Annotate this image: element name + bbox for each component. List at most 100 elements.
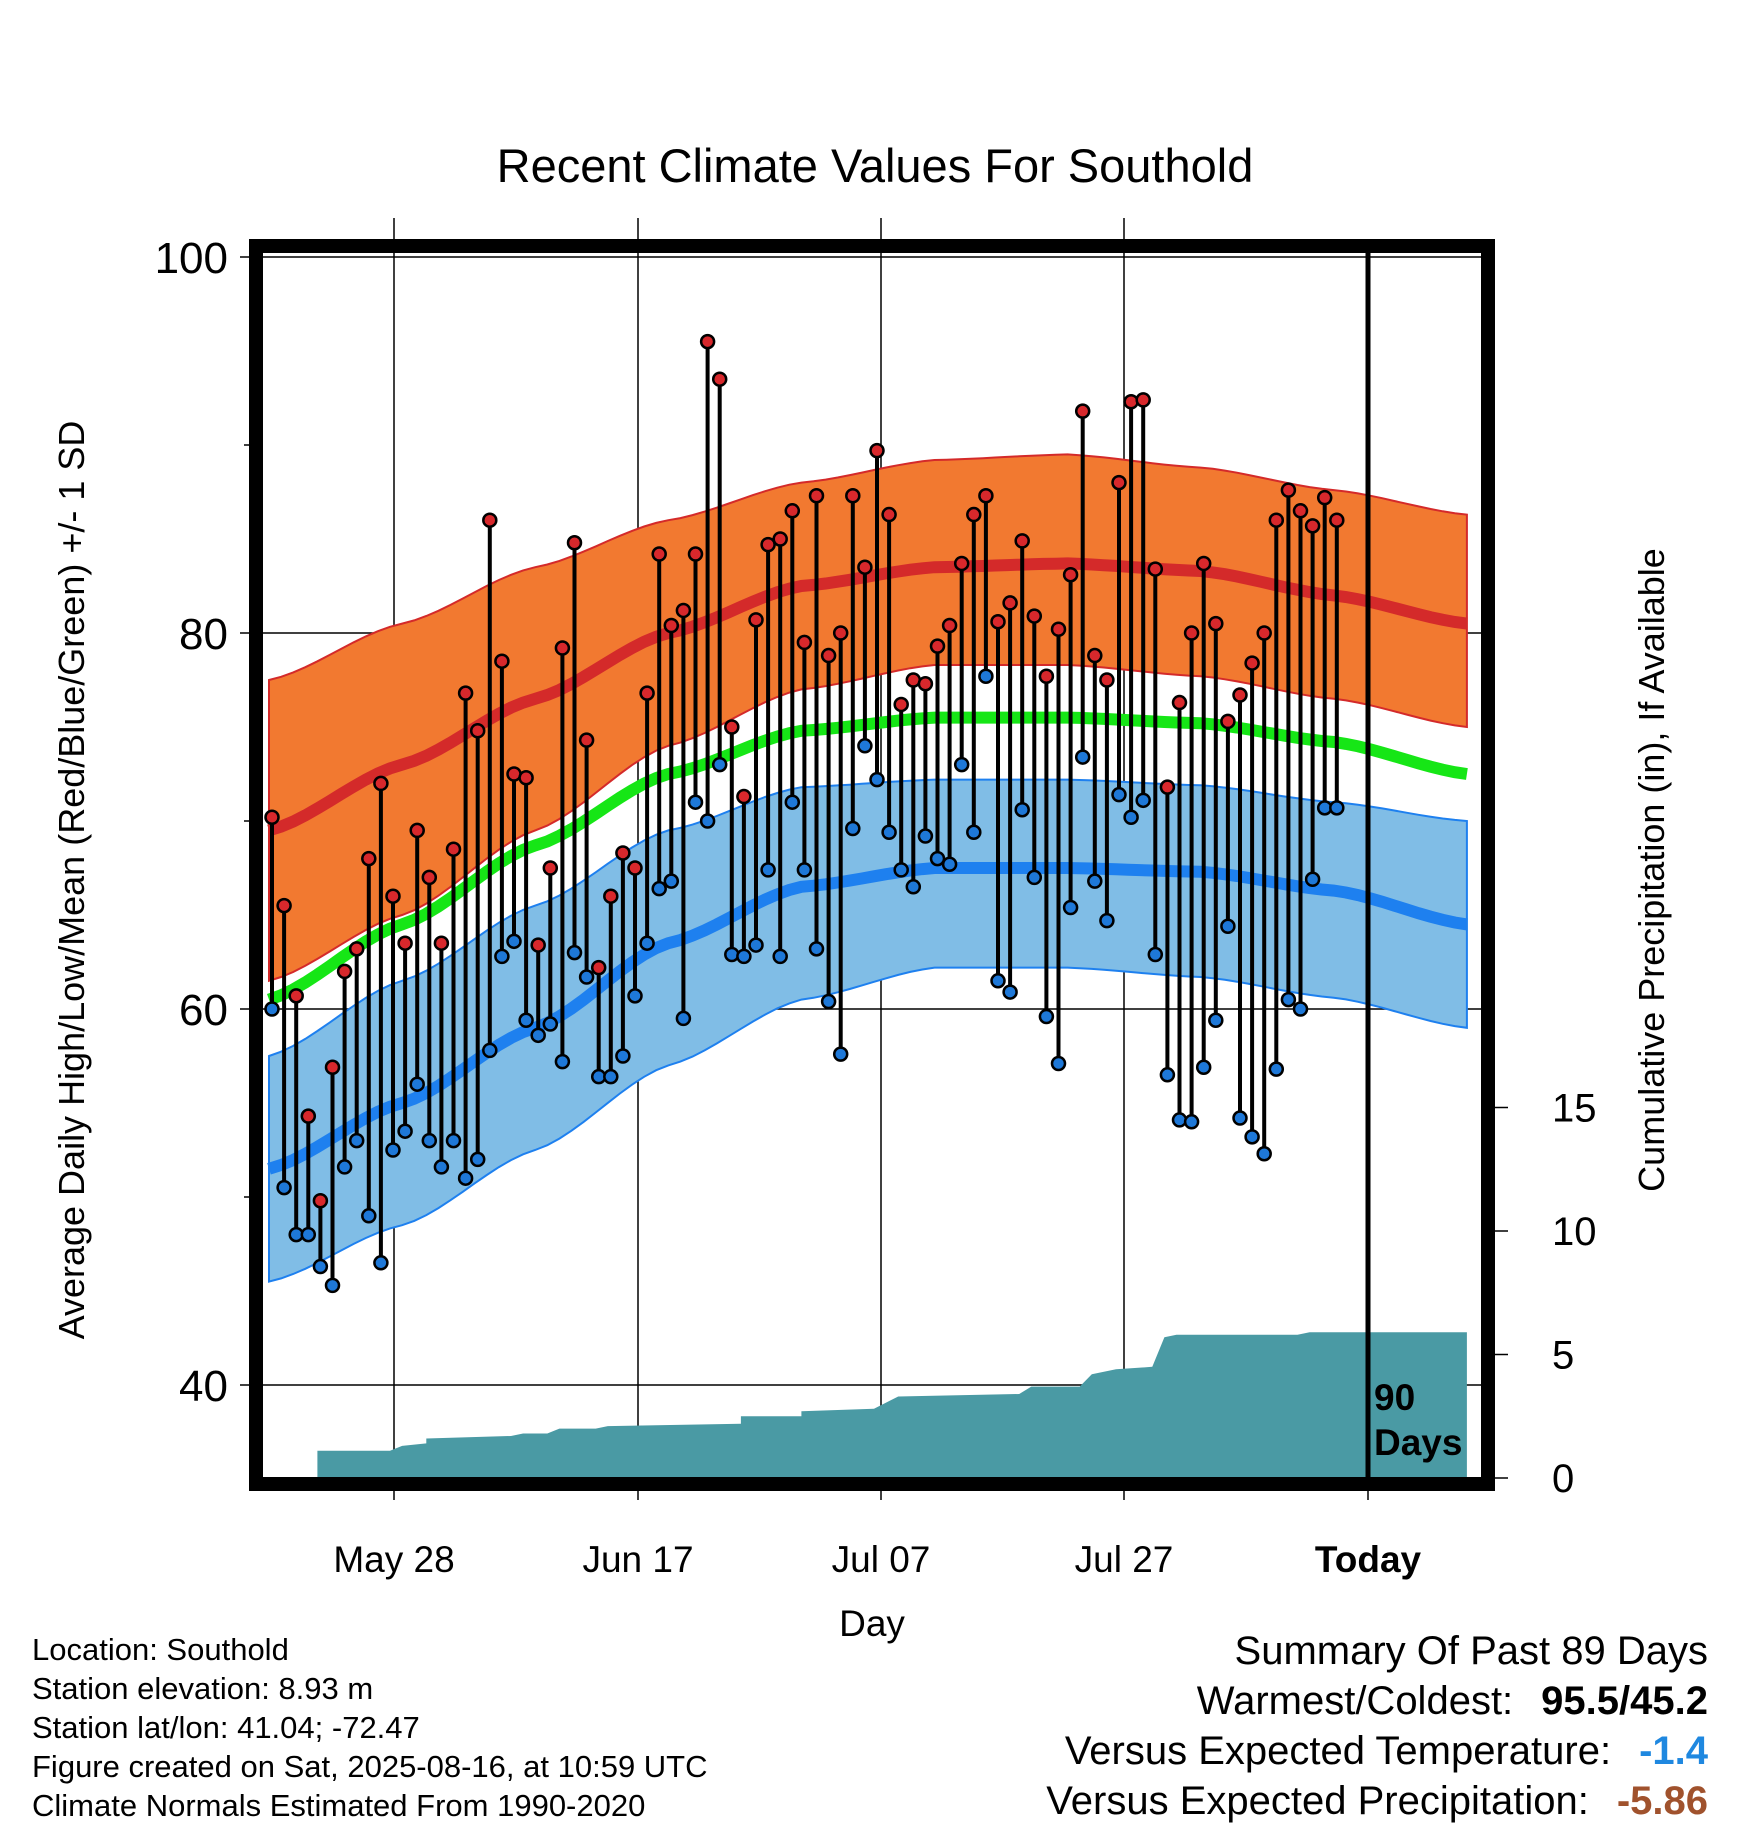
high-point (1208, 615, 1224, 632)
high-point (808, 488, 825, 504)
low-point (361, 1208, 377, 1224)
high-point (312, 1193, 329, 1209)
y2-tick-label: 0 (1552, 1457, 1574, 1501)
high-point (578, 732, 595, 748)
low-point (421, 1132, 438, 1149)
high-point (530, 937, 546, 953)
warm-label: Warmest/Coldest: (1196, 1679, 1514, 1723)
low-point (905, 879, 922, 895)
high-point (651, 546, 667, 562)
low-point (433, 1159, 450, 1175)
low-point (845, 820, 861, 837)
x-tick-label: Jul 27 (1075, 1539, 1174, 1580)
low-point (445, 1132, 462, 1149)
low-point (784, 794, 801, 810)
low-point (312, 1258, 329, 1275)
high-point (445, 841, 462, 857)
summary-precip-row: Versus Expected Precipitation: -5.86 (1046, 1776, 1708, 1826)
x-tick-label: May 28 (333, 1539, 454, 1580)
y2-axis-label: Cumulative Precipitation (in), If Availa… (1631, 548, 1672, 1192)
y2-tick-label: 15 (1552, 1087, 1597, 1131)
low-point (748, 937, 764, 953)
summary-warm-row: Warmest/Coldest: 95.5/45.2 (1046, 1676, 1708, 1726)
low-point (711, 756, 728, 773)
high-point (941, 617, 958, 634)
normal-high-line (267, 557, 1468, 837)
today-days-label-1: 90 (1374, 1377, 1415, 1418)
station-info: Location: Southold Station elevation: 8.… (32, 1630, 708, 1825)
high-point (796, 634, 813, 651)
latlon-text: Station lat/lon: 41.04; -72.47 (32, 1710, 420, 1745)
high-point (627, 860, 643, 876)
low-point (1256, 1146, 1272, 1162)
y-tick-label: 60 (179, 986, 228, 1035)
high-point (772, 531, 788, 547)
high-point (494, 653, 510, 669)
high-point (542, 860, 559, 876)
low-point (1026, 869, 1043, 886)
high-point (554, 640, 571, 656)
low-point (1111, 786, 1127, 803)
low-point (264, 1001, 280, 1017)
low-point (760, 862, 776, 878)
high-point (1050, 621, 1067, 637)
low-point (1304, 871, 1321, 888)
high-point (736, 788, 752, 805)
high-point (1123, 394, 1139, 410)
low-point (917, 828, 934, 844)
created-text: Figure created on Sat, 2025-08-16, at 10… (32, 1749, 708, 1784)
low-point (1208, 1012, 1224, 1029)
high-point (264, 809, 280, 825)
today-days-label-2: Days (1374, 1422, 1462, 1463)
plot-area (264, 253, 1468, 1477)
low-point (603, 1068, 619, 1085)
low-point (687, 794, 704, 810)
high-point (845, 488, 861, 504)
low-point (893, 862, 909, 878)
high-point (699, 333, 716, 350)
high-point (348, 941, 365, 957)
low-point (663, 873, 680, 889)
low-point (1050, 1055, 1067, 1072)
high-point (276, 897, 292, 914)
low-point (348, 1132, 365, 1149)
high-point (953, 555, 970, 572)
high-point (603, 888, 619, 904)
low-point (1220, 918, 1236, 935)
high-point (1159, 779, 1176, 795)
high-point (639, 685, 655, 701)
low-point (566, 944, 583, 961)
low-point (941, 856, 958, 872)
high-point (748, 612, 764, 628)
high-point (288, 988, 304, 1004)
low-point (1014, 801, 1030, 818)
low-point (990, 973, 1006, 989)
high-point (881, 506, 897, 523)
high-point (336, 963, 353, 980)
low-point (542, 1016, 559, 1032)
high-point (917, 676, 934, 692)
low-point (978, 668, 994, 684)
low-point (615, 1048, 631, 1064)
high-point (1329, 512, 1345, 528)
high-point (324, 1059, 341, 1076)
low-point (300, 1226, 317, 1243)
high-point (1087, 647, 1103, 664)
x-tick-label: Jul 07 (832, 1539, 931, 1580)
high-point (1026, 608, 1043, 624)
high-point (1244, 655, 1260, 671)
low-point (699, 813, 716, 829)
high-point (760, 536, 776, 553)
high-point (1304, 518, 1321, 534)
precip-value: -5.86 (1616, 1779, 1708, 1823)
high-point (1256, 625, 1272, 641)
y-tick-label: 40 (179, 1362, 228, 1411)
x-axis-tick-labels: May 28 Jun 17 Jul 07 Jul 27 Today (333, 1539, 1421, 1580)
warm-value: 95.5/45.2 (1541, 1679, 1708, 1723)
low-point (276, 1179, 292, 1196)
high-point (566, 535, 583, 551)
high-point (675, 602, 692, 619)
high-point (1280, 482, 1297, 498)
high-point (687, 546, 704, 562)
low-point (1038, 1008, 1055, 1025)
